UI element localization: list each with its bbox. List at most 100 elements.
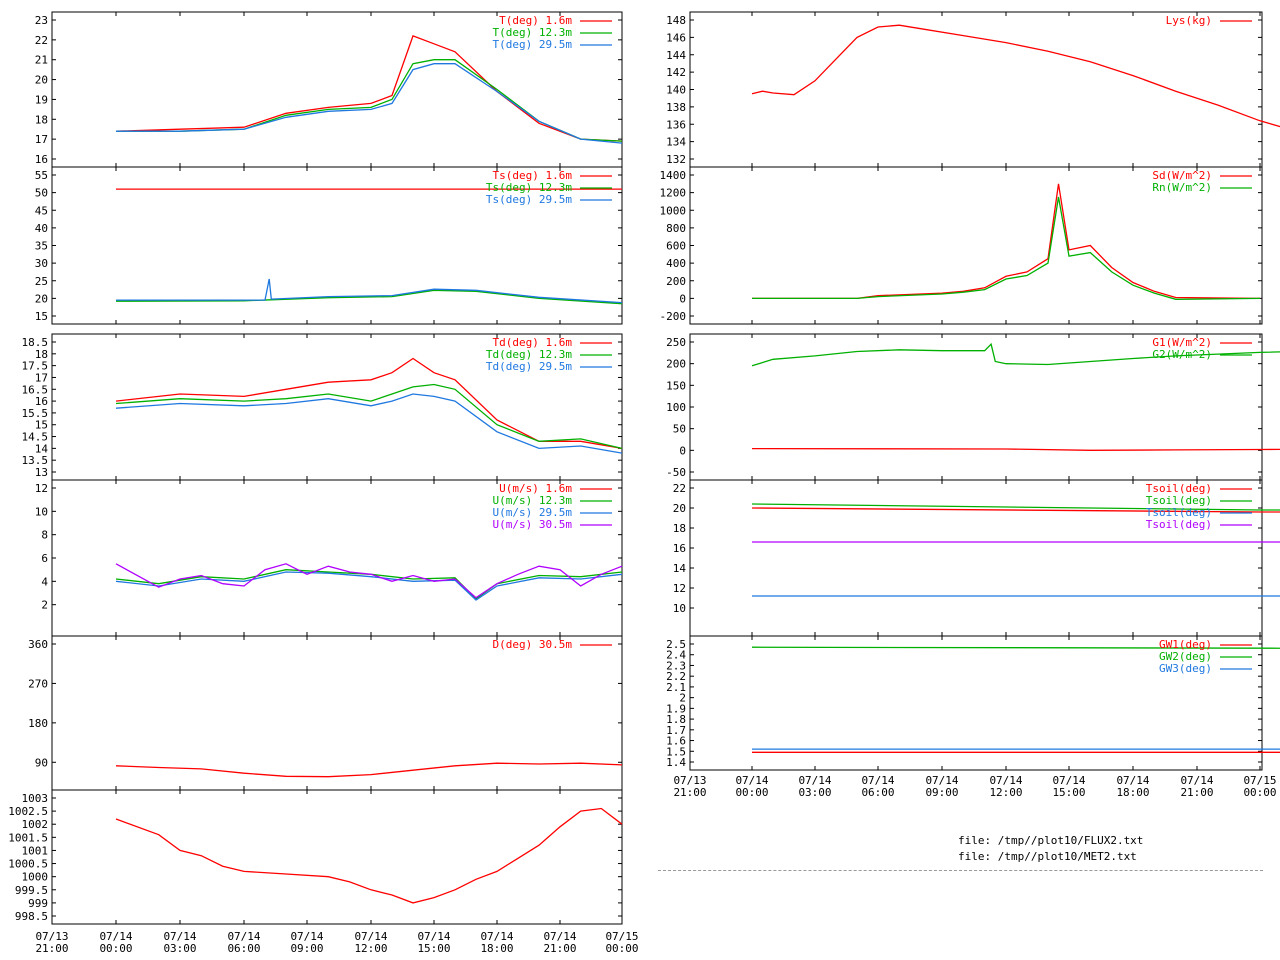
ytick-label-4-3: 90 bbox=[35, 756, 48, 769]
ytick-label-0-0: 23 bbox=[35, 14, 48, 27]
ytick-label-2-10: 13.5 bbox=[22, 454, 49, 467]
xaxis-right-time-2: 03:00 bbox=[798, 786, 831, 799]
xaxis-right-time-4: 09:00 bbox=[925, 786, 958, 799]
xaxis-right-date-3: 07/14 bbox=[861, 774, 894, 787]
ytick-label-2-6: 15.5 bbox=[22, 407, 49, 420]
series-line-9-0 bbox=[751, 507, 1280, 513]
series-line-3-2 bbox=[115, 571, 623, 601]
ytick-label-6-4: 140 bbox=[666, 84, 686, 97]
ytick-label-2-2: 17.5 bbox=[22, 360, 49, 373]
ytick-label-0-2: 21 bbox=[35, 54, 48, 67]
series-line-6-0 bbox=[751, 24, 1280, 128]
ytick-label-2-1: 18 bbox=[35, 348, 48, 361]
dashed-separator bbox=[658, 870, 1263, 871]
legend-label-3-0: U(m/s) 1.6m bbox=[499, 482, 572, 495]
xaxis-right-date-0: 07/13 bbox=[673, 774, 706, 787]
xaxis-right-time-0: 21:00 bbox=[673, 786, 706, 799]
ytick-label-7-3: 800 bbox=[666, 222, 686, 235]
ytick-label-10-7: 1.8 bbox=[666, 713, 686, 726]
ytick-label-3-2: 8 bbox=[41, 529, 48, 542]
legend-label-8-0: G1(W/m^2) bbox=[1152, 336, 1212, 349]
ytick-label-10-8: 1.7 bbox=[666, 724, 686, 737]
ytick-label-0-7: 16 bbox=[35, 153, 48, 166]
legend-label-9-1: Tsoil(deg) bbox=[1146, 494, 1212, 507]
legend-label-2-1: Td(deg) 12.3m bbox=[486, 348, 572, 361]
ytick-label-0-6: 17 bbox=[35, 133, 48, 146]
xaxis-left-time-1: 00:00 bbox=[99, 942, 132, 955]
ytick-label-5-2: 1002 bbox=[22, 818, 49, 831]
xaxis-left-time-3: 06:00 bbox=[227, 942, 260, 955]
series-line-8-0 bbox=[751, 447, 1280, 451]
ytick-label-8-1: 200 bbox=[666, 358, 686, 371]
legend-label-0-1: T(deg) 12.3m bbox=[493, 26, 573, 39]
file-note-flux: file: /tmp//plot10/FLUX2.txt bbox=[958, 834, 1144, 847]
legend-label-3-3: U(m/s) 30.5m bbox=[493, 518, 573, 531]
panel-frame-6 bbox=[689, 11, 1263, 168]
ytick-label-2-9: 14 bbox=[35, 442, 49, 455]
xaxis-right-date-9: 07/15 bbox=[1243, 774, 1276, 787]
xaxis-right-time-1: 00:00 bbox=[735, 786, 768, 799]
ytick-label-7-2: 1000 bbox=[660, 204, 687, 217]
series-line-1-1 bbox=[115, 289, 623, 305]
ytick-label-0-4: 19 bbox=[35, 93, 48, 106]
ytick-label-1-7: 20 bbox=[35, 292, 48, 305]
legend-label-10-1: GW2(deg) bbox=[1159, 650, 1212, 663]
xaxis-left-date-4: 07/14 bbox=[290, 930, 323, 943]
ytick-label-7-1: 1200 bbox=[660, 187, 687, 200]
ytick-label-7-8: -200 bbox=[660, 310, 687, 323]
series-line-1-2 bbox=[116, 278, 623, 304]
series-line-7-0 bbox=[752, 183, 1261, 300]
ytick-label-3-0: 12 bbox=[35, 482, 48, 495]
panel-frame-5 bbox=[51, 789, 623, 925]
legend-label-1-2: Ts(deg) 29.5m bbox=[486, 193, 572, 206]
ytick-label-5-4: 1001 bbox=[22, 844, 49, 857]
xaxis-left-time-9: 00:00 bbox=[605, 942, 638, 955]
ytick-label-5-7: 999.5 bbox=[15, 884, 48, 897]
ytick-label-10-6: 1.9 bbox=[666, 702, 686, 715]
series-line-3-1 bbox=[115, 569, 623, 600]
ytick-label-2-11: 13 bbox=[35, 466, 48, 479]
xaxis-left-time-2: 03:00 bbox=[163, 942, 196, 955]
xaxis-left-date-1: 07/14 bbox=[99, 930, 132, 943]
ytick-label-9-4: 14 bbox=[673, 562, 687, 575]
ytick-label-3-4: 4 bbox=[41, 575, 48, 588]
ytick-label-1-3: 40 bbox=[35, 222, 48, 235]
xaxis-left-date-3: 07/14 bbox=[227, 930, 260, 943]
xaxis-right-time-5: 12:00 bbox=[989, 786, 1022, 799]
ytick-label-6-1: 146 bbox=[666, 31, 686, 44]
legend-label-9-0: Tsoil(deg) bbox=[1146, 482, 1212, 495]
xaxis-right-date-1: 07/14 bbox=[735, 774, 768, 787]
series-line-2-2 bbox=[115, 393, 623, 454]
ytick-label-2-7: 15 bbox=[35, 419, 48, 432]
ytick-label-8-6: -50 bbox=[666, 466, 686, 479]
ytick-label-8-2: 150 bbox=[666, 379, 686, 392]
ytick-label-1-8: 15 bbox=[35, 310, 48, 323]
series-line-7-1 bbox=[752, 196, 1261, 300]
series-line-2-0 bbox=[115, 357, 623, 450]
ytick-label-2-0: 18.5 bbox=[22, 336, 49, 349]
ytick-label-2-8: 14.5 bbox=[22, 431, 49, 444]
ytick-label-6-0: 148 bbox=[666, 14, 686, 27]
legend-label-10-0: GW1(deg) bbox=[1159, 638, 1212, 651]
xaxis-left-date-7: 07/14 bbox=[480, 930, 513, 943]
xaxis-left-time-0: 21:00 bbox=[35, 942, 68, 955]
series-line-0-2 bbox=[116, 63, 623, 144]
file-note-met: file: /tmp//plot10/MET2.txt bbox=[958, 850, 1137, 863]
ytick-label-6-7: 134 bbox=[666, 136, 686, 149]
ytick-label-10-4: 2.1 bbox=[666, 681, 686, 694]
ytick-label-10-5: 2 bbox=[679, 692, 686, 705]
ytick-label-5-3: 1001.5 bbox=[8, 831, 48, 844]
legend-label-2-2: Td(deg) 29.5m bbox=[486, 360, 572, 373]
xaxis-left-time-4: 09:00 bbox=[290, 942, 323, 955]
ytick-label-0-1: 22 bbox=[35, 34, 48, 47]
xaxis-left-date-5: 07/14 bbox=[354, 930, 387, 943]
ytick-label-9-0: 22 bbox=[673, 482, 686, 495]
series-line-5-0 bbox=[115, 807, 623, 904]
xaxis-right-date-4: 07/14 bbox=[925, 774, 958, 787]
legend-label-0-2: T(deg) 29.5m bbox=[493, 38, 573, 51]
xaxis-right-date-5: 07/14 bbox=[989, 774, 1022, 787]
panel-frame-10 bbox=[689, 635, 1263, 771]
ytick-label-5-8: 999 bbox=[28, 897, 48, 910]
ytick-label-7-0: 1400 bbox=[660, 169, 687, 182]
xaxis-left-date-6: 07/14 bbox=[417, 930, 450, 943]
